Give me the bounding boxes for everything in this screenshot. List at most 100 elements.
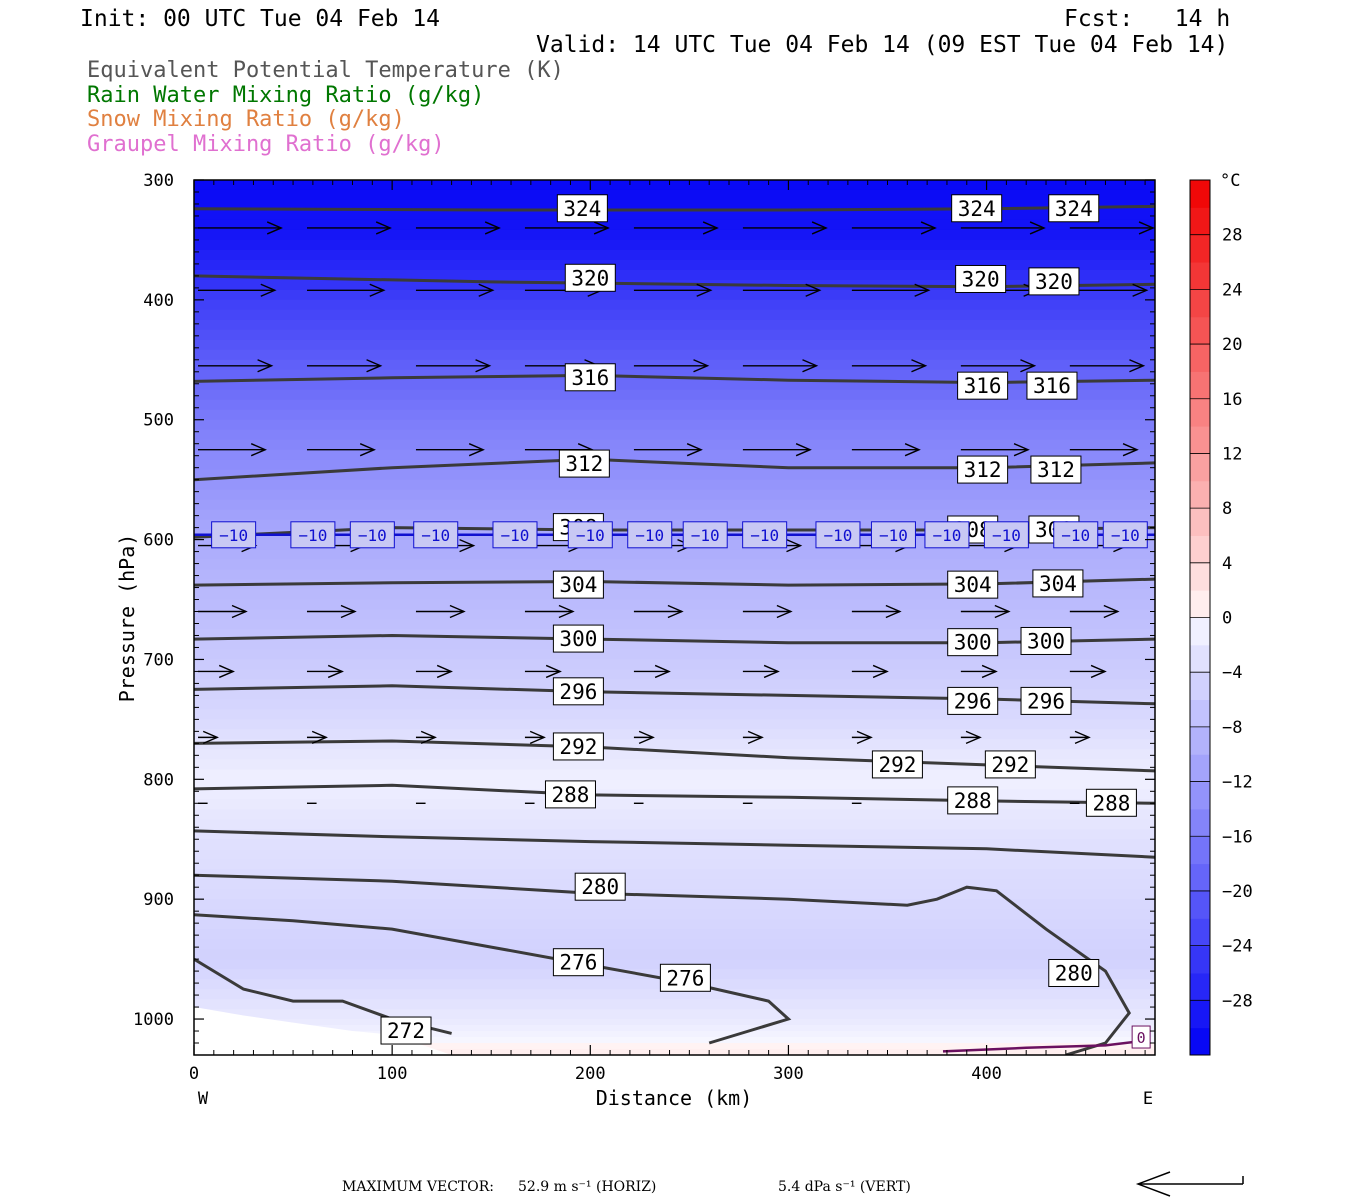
wind-vector-head xyxy=(1020,359,1037,373)
colorbar-bin xyxy=(1190,426,1210,454)
colorbar-bin xyxy=(1190,863,1210,892)
wind-vector-head xyxy=(593,221,610,235)
colorbar-bin xyxy=(1190,781,1210,810)
contour-label: 300 xyxy=(947,628,999,657)
colorbar-label: 24 xyxy=(1222,280,1242,300)
temperature-band xyxy=(194,749,1155,760)
reference-vector-arrow xyxy=(1135,1171,1244,1197)
contour-label: 316 xyxy=(1026,371,1078,400)
contour-label: 312 xyxy=(957,455,1009,484)
colorbar-label: −16 xyxy=(1222,827,1253,847)
wind-vector-head xyxy=(218,664,235,679)
contour-label-text: 316 xyxy=(571,366,609,390)
contour-label-text: 320 xyxy=(571,266,609,290)
temperature-band xyxy=(194,1043,1155,1050)
colorbar-bin xyxy=(1190,344,1210,372)
temperature-band xyxy=(194,899,1155,910)
contour-label-text: 276 xyxy=(559,951,597,975)
colorbar-label: −24 xyxy=(1222,937,1253,957)
theta-e-contour-300 xyxy=(194,633,1155,645)
x-tick-label: 300 xyxy=(773,1064,804,1084)
isotherm-label: −10 xyxy=(924,521,970,549)
wind-vector-head xyxy=(529,730,546,745)
colorbar-unit: °C xyxy=(1220,171,1240,191)
contour-label: 312 xyxy=(1030,455,1082,484)
wind-vector-head xyxy=(786,538,803,553)
isotherm-label-box xyxy=(983,521,1029,549)
temperature-band xyxy=(194,709,1155,720)
temperature-band xyxy=(194,929,1155,940)
axes: 300 400 500 600 700 800 900 1000 0 100 200 300 400 xyxy=(133,171,1155,1084)
wind-vector-head xyxy=(795,443,812,457)
contour-label: 272 xyxy=(380,1016,432,1045)
colorbar-label: 4 xyxy=(1222,554,1232,574)
contour-label-text: 324 xyxy=(563,197,601,221)
contour-label-text: 288 xyxy=(954,789,992,813)
isotherm-label-box xyxy=(492,521,538,549)
temperature-band xyxy=(194,849,1155,860)
x-tick-label: 400 xyxy=(971,1064,1002,1084)
contour-label-box xyxy=(1026,371,1078,400)
temperature-band xyxy=(194,769,1155,780)
wind-vector-head xyxy=(1013,443,1030,457)
temperature-band xyxy=(194,379,1155,391)
isotherm-label-box xyxy=(870,521,916,549)
colorbar-label: 20 xyxy=(1222,335,1242,355)
colorbar-bin xyxy=(1190,808,1210,837)
temperature-band xyxy=(194,289,1155,301)
wind-vector-head xyxy=(231,604,248,619)
temperature-band xyxy=(194,309,1155,321)
wind-vector-head xyxy=(702,221,719,235)
contour-label: 296 xyxy=(1020,686,1072,715)
y-tick-label: 700 xyxy=(143,650,174,670)
temperature-band xyxy=(194,249,1155,261)
isotherm-label-box xyxy=(682,521,728,549)
wind-vector-head xyxy=(811,221,828,235)
contour-label-text: 316 xyxy=(964,374,1002,398)
wind-vector-head xyxy=(981,664,998,679)
wind-vector-head xyxy=(369,283,386,297)
temperature-colorbar: 28 24 20 16 12 8 4 0 −4 −8 −12 −16 −20 −24 −28 °C xyxy=(1189,171,1253,1056)
wind-vector-head xyxy=(885,604,902,619)
y-axis-label: Pressure (hPa) xyxy=(115,534,139,703)
contour-label-box xyxy=(552,732,604,761)
temperature-band xyxy=(194,1009,1155,1020)
contour-label-text: 280 xyxy=(1055,961,1093,985)
wind-vector-head xyxy=(776,604,793,619)
wind-vector-head xyxy=(250,443,267,457)
colorbar-bin xyxy=(1190,180,1210,208)
colorbar-bin xyxy=(1190,508,1210,536)
wind-vector-head xyxy=(266,221,283,235)
colorbar-bin xyxy=(1190,972,1210,1001)
contour-label-box xyxy=(1048,958,1100,987)
isotherm-label: −10 xyxy=(742,521,788,549)
temperature-band xyxy=(194,219,1155,231)
colorbar-bin xyxy=(1190,617,1210,646)
temperature-band xyxy=(194,739,1155,750)
isotherm-label: −10 xyxy=(870,521,916,549)
colorbar-bin xyxy=(1190,535,1210,564)
temperature-band xyxy=(194,639,1155,651)
contour-label: 276 xyxy=(552,948,604,977)
temperature-band xyxy=(194,459,1155,471)
theta-e-contour-324 xyxy=(194,204,1155,212)
colorbar-bin xyxy=(1190,562,1210,591)
temperature-band xyxy=(194,1049,1155,1055)
temperature-band xyxy=(194,180,1155,191)
theta-e-contour-316 xyxy=(194,373,1155,385)
colorbar-bin xyxy=(1190,590,1210,618)
colorbar-bin xyxy=(1190,398,1210,427)
colorbar-label: −20 xyxy=(1222,882,1253,902)
contour-label-text: 312 xyxy=(1037,458,1075,482)
wind-vector-head xyxy=(1090,664,1107,679)
temperature-band xyxy=(194,699,1155,710)
temperature-band xyxy=(194,939,1155,950)
contour-label-box xyxy=(564,263,616,292)
temperature-band xyxy=(194,439,1155,451)
temperature-band xyxy=(194,619,1155,631)
contour-label: 304 xyxy=(552,570,604,599)
isotherm-label-text: −10 xyxy=(1061,526,1090,545)
